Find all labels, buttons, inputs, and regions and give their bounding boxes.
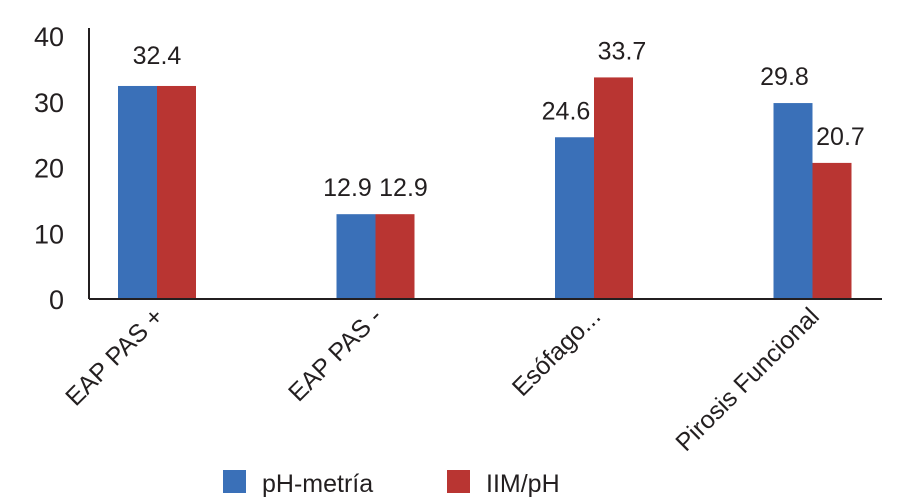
bar-ph-metria	[118, 85, 157, 299]
bar-iim-ph	[157, 85, 196, 299]
bar-ph-metria	[773, 103, 813, 299]
legend-swatch-iim-ph	[447, 470, 470, 493]
legend-swatch-ph-metria	[223, 470, 246, 493]
category-label: EAP PAS +	[60, 302, 169, 411]
category-label: Esófago...	[507, 302, 606, 401]
data-label: 12.9	[323, 174, 372, 202]
bar-iim-ph	[594, 77, 633, 299]
data-label: 20.7	[816, 123, 865, 151]
data-label: 24.6	[542, 97, 591, 125]
data-label: 32.4	[133, 42, 182, 70]
y-tick-label: 20	[34, 154, 64, 184]
bar-iim-ph	[812, 162, 852, 299]
legend: pH-metría IIM/pH	[223, 470, 560, 498]
data-label: 33.7	[598, 37, 647, 65]
category-label: Pirosis Funcional	[670, 302, 824, 456]
y-tick-label: 10	[34, 219, 64, 249]
bar-ph-metria	[555, 137, 594, 299]
legend-label-ph-metria: pH-metría	[262, 470, 373, 498]
category-label: EAP PAS -	[283, 302, 388, 407]
y-tick-label: 30	[34, 88, 64, 118]
data-label: 29.8	[760, 63, 809, 91]
data-label: 12.9	[379, 174, 428, 202]
y-tick-label: 40	[34, 22, 64, 52]
y-tick-label: 0	[49, 285, 64, 315]
bar-iim-ph	[375, 214, 415, 299]
bar-ph-metria	[336, 214, 376, 299]
legend-label-iim-ph: IIM/pH	[486, 470, 560, 498]
